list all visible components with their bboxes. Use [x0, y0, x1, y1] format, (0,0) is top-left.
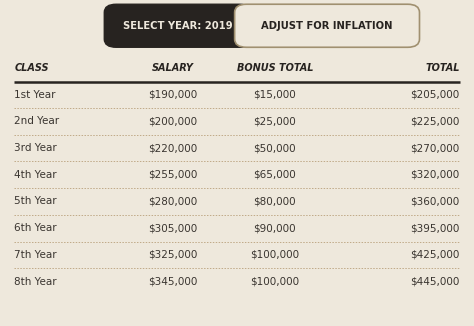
Text: CLASS: CLASS — [14, 64, 49, 73]
Text: $205,000: $205,000 — [410, 90, 460, 99]
Text: 3rd Year: 3rd Year — [14, 143, 57, 153]
Text: $80,000: $80,000 — [254, 197, 296, 206]
Text: 7th Year: 7th Year — [14, 250, 57, 260]
FancyBboxPatch shape — [235, 4, 419, 47]
Text: $360,000: $360,000 — [410, 197, 460, 206]
Text: $220,000: $220,000 — [148, 143, 198, 153]
Text: SELECT YEAR: 2019: SELECT YEAR: 2019 — [123, 21, 233, 31]
FancyBboxPatch shape — [104, 4, 251, 47]
Text: $320,000: $320,000 — [410, 170, 460, 180]
Text: 6th Year: 6th Year — [14, 223, 57, 233]
Text: $325,000: $325,000 — [148, 250, 198, 260]
Text: 8th Year: 8th Year — [14, 277, 57, 287]
Text: 1st Year: 1st Year — [14, 90, 56, 99]
Text: $65,000: $65,000 — [254, 170, 296, 180]
Text: $225,000: $225,000 — [410, 116, 460, 126]
Text: $15,000: $15,000 — [254, 90, 296, 99]
Text: $200,000: $200,000 — [148, 116, 198, 126]
Text: $445,000: $445,000 — [410, 277, 460, 287]
Text: $395,000: $395,000 — [410, 223, 460, 233]
Text: $255,000: $255,000 — [148, 170, 198, 180]
Text: BONUS TOTAL: BONUS TOTAL — [237, 64, 313, 73]
Text: SALARY: SALARY — [152, 64, 194, 73]
Text: $190,000: $190,000 — [148, 90, 198, 99]
Text: $425,000: $425,000 — [410, 250, 460, 260]
Text: ADJUST FOR INFLATION: ADJUST FOR INFLATION — [261, 21, 393, 31]
Text: $280,000: $280,000 — [148, 197, 198, 206]
Text: $100,000: $100,000 — [250, 277, 300, 287]
Text: $25,000: $25,000 — [254, 116, 296, 126]
Text: 5th Year: 5th Year — [14, 197, 57, 206]
Text: TOTAL: TOTAL — [425, 64, 460, 73]
Text: 2nd Year: 2nd Year — [14, 116, 59, 126]
Text: 4th Year: 4th Year — [14, 170, 57, 180]
Text: $50,000: $50,000 — [254, 143, 296, 153]
Text: $345,000: $345,000 — [148, 277, 198, 287]
Text: $100,000: $100,000 — [250, 250, 300, 260]
Text: $305,000: $305,000 — [148, 223, 198, 233]
Text: $270,000: $270,000 — [410, 143, 460, 153]
Text: $90,000: $90,000 — [254, 223, 296, 233]
